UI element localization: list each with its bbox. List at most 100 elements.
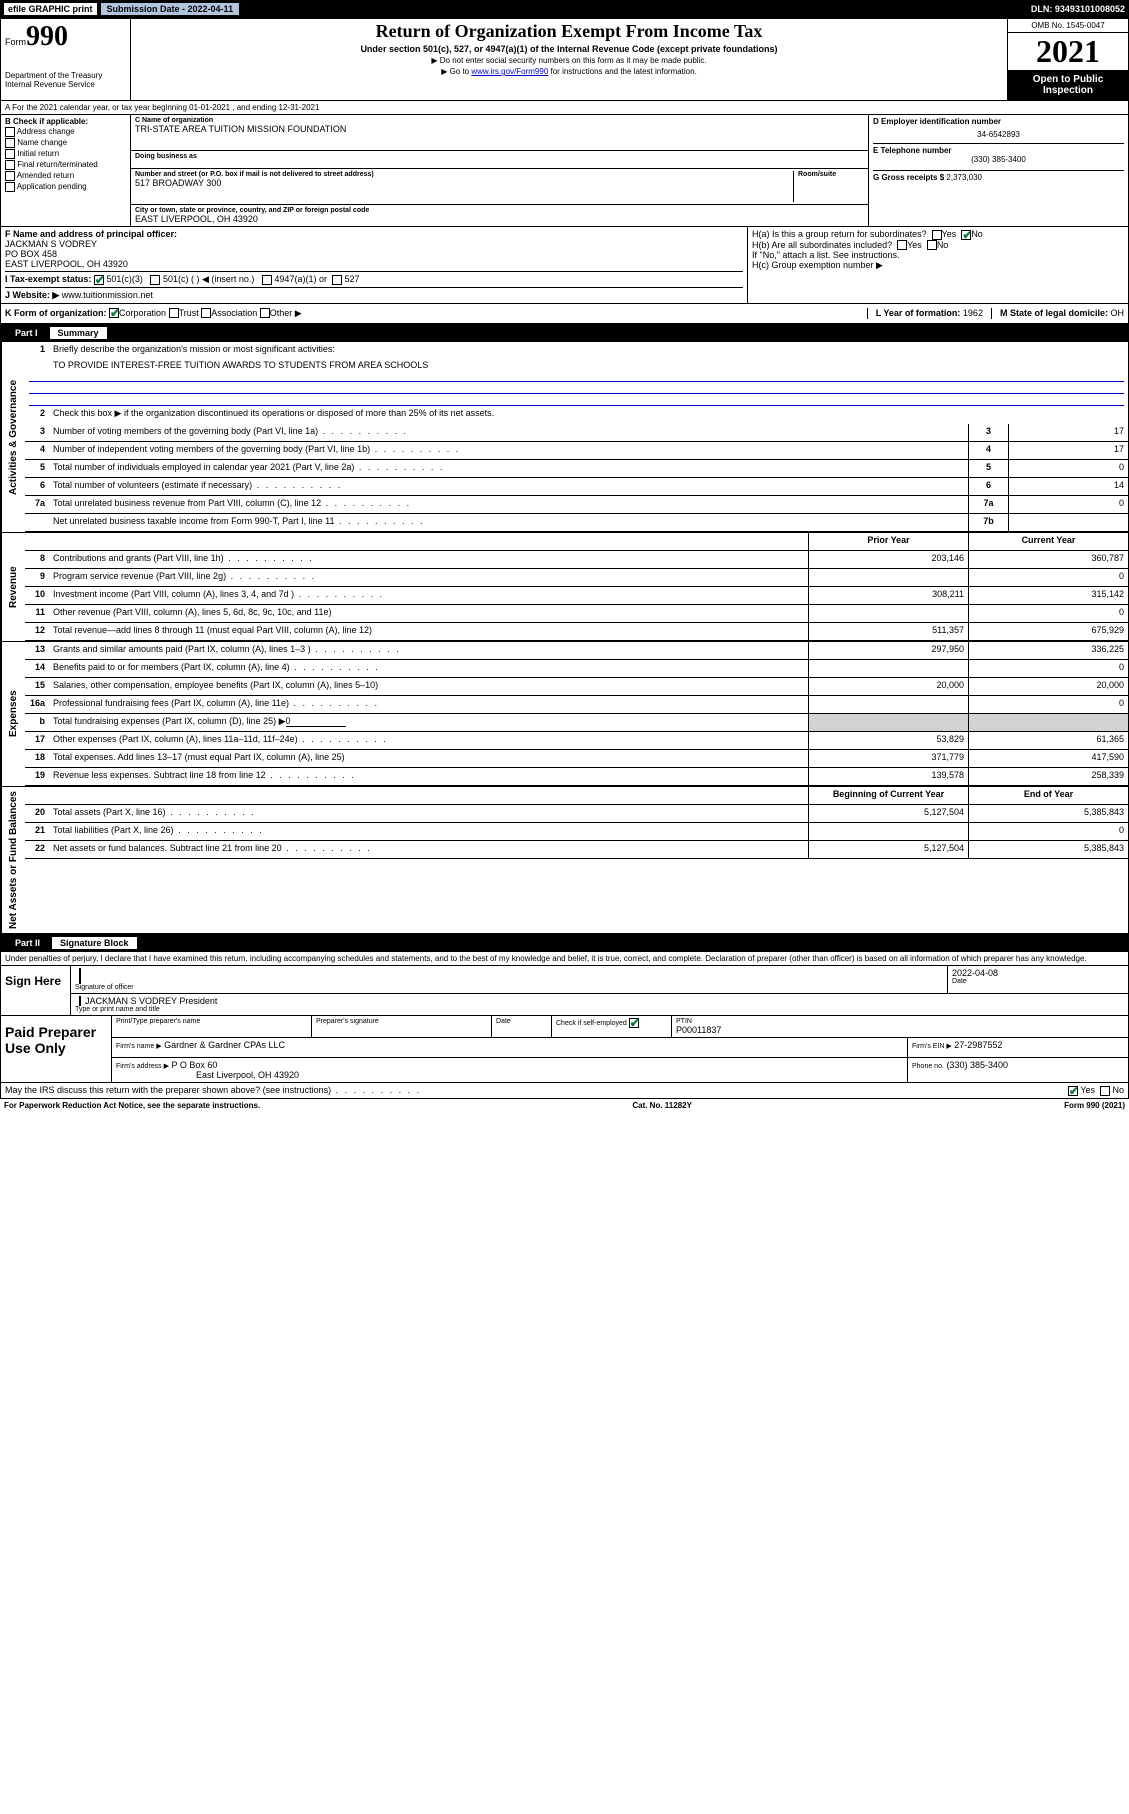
v3: 17 [1008, 424, 1128, 441]
section-fhij: F Name and address of principal officer:… [0, 227, 1129, 304]
footer-right: Form 990 (2021) [1064, 1101, 1125, 1110]
hb-no[interactable] [927, 240, 937, 250]
k-corp[interactable] [109, 308, 119, 318]
form-title: Return of Organization Exempt From Incom… [135, 21, 1003, 42]
open-inspection: Open to Public Inspection [1008, 70, 1128, 100]
l16b-val: 0 [286, 716, 346, 727]
p14 [808, 660, 968, 677]
org-addr: 517 BROADWAY 300 [135, 178, 789, 188]
c19: 258,339 [968, 768, 1128, 785]
year-formation: 1962 [963, 308, 983, 318]
tab-expenses: Expenses [1, 642, 25, 786]
footer-left: For Paperwork Reduction Act Notice, see … [4, 1101, 260, 1110]
ha-yes[interactable] [932, 230, 942, 240]
part1-title: Summary [50, 327, 107, 339]
check-app[interactable] [5, 182, 15, 192]
check-501c3[interactable] [94, 275, 104, 285]
p15: 20,000 [808, 678, 968, 695]
c9: 0 [968, 569, 1128, 586]
footer: For Paperwork Reduction Act Notice, see … [0, 1099, 1129, 1112]
p22: 5,127,504 [808, 841, 968, 858]
check-name[interactable] [5, 138, 15, 148]
type-name-label: Type or print name and title [75, 1006, 1124, 1013]
ptin: P00011837 [676, 1025, 1124, 1035]
officer-addr2: EAST LIVERPOOL, OH 43920 [5, 259, 743, 269]
state-domicile: OH [1111, 308, 1125, 318]
top-bar: efile GRAPHIC print Submission Date - 20… [0, 0, 1129, 18]
irs-link[interactable]: www.irs.gov/Form990 [471, 67, 548, 76]
omb-number: OMB No. 1545-0047 [1008, 19, 1128, 33]
col-c: C Name of organization TRI-STATE AREA TU… [131, 115, 868, 226]
discuss-no[interactable] [1100, 1086, 1110, 1096]
dba-label: Doing business as [135, 153, 864, 160]
ha-no[interactable] [961, 230, 971, 240]
part2-header: Part II Signature Block [0, 934, 1129, 952]
governance-block: Activities & Governance 1Briefly describ… [0, 342, 1129, 533]
efile-label[interactable]: efile GRAPHIC print [4, 3, 97, 15]
i-label: I Tax-exempt status: [5, 274, 91, 284]
l1-text: Briefly describe the organization's miss… [49, 342, 1128, 360]
k-other[interactable] [260, 308, 270, 318]
f-label: F Name and address of principal officer: [5, 229, 743, 239]
discuss-yes[interactable] [1068, 1086, 1078, 1096]
part2-title: Signature Block [52, 937, 137, 949]
sign-here-block: Sign Here Signature of officer 2022-04-0… [0, 965, 1129, 1016]
c22: 5,385,843 [968, 841, 1128, 858]
tab-netassets: Net Assets or Fund Balances [1, 787, 25, 933]
sig-officer-label: Signature of officer [75, 984, 943, 991]
h-note: If "No," attach a list. See instructions… [752, 250, 1124, 260]
j-label: J Website: ▶ [5, 290, 59, 300]
discuss-row: May the IRS discuss this return with the… [0, 1083, 1129, 1099]
revenue-block: Revenue Prior YearCurrent Year 8Contribu… [0, 533, 1129, 642]
v4: 17 [1008, 442, 1128, 459]
check-amend[interactable] [5, 171, 15, 181]
p18: 371,779 [808, 750, 968, 767]
phone: (330) 385-3400 [873, 155, 1124, 164]
check-501c[interactable] [150, 275, 160, 285]
section-klm: K Form of organization: Corporation Trus… [0, 304, 1129, 324]
v7a: 0 [1008, 496, 1128, 513]
c16a: 0 [968, 696, 1128, 713]
c14: 0 [968, 660, 1128, 677]
part1-header: Part I Summary [0, 324, 1129, 342]
c13: 336,225 [968, 642, 1128, 659]
p12: 511,357 [808, 623, 968, 640]
check-4947[interactable] [262, 275, 272, 285]
hb-yes[interactable] [897, 240, 907, 250]
officer-addr1: PO BOX 458 [5, 249, 743, 259]
gross-receipts: 2,373,030 [946, 173, 982, 182]
c15: 20,000 [968, 678, 1128, 695]
c8: 360,787 [968, 551, 1128, 568]
sig-date: 2022-04-08 [952, 968, 1124, 978]
ha-label: H(a) Is this a group return for subordin… [752, 229, 927, 239]
org-name-label: C Name of organization [135, 117, 864, 124]
tab-revenue: Revenue [1, 533, 25, 641]
check-527[interactable] [332, 275, 342, 285]
v6: 14 [1008, 478, 1128, 495]
website[interactable]: www.tuitionmission.net [62, 290, 153, 300]
p9 [808, 569, 968, 586]
p8: 203,146 [808, 551, 968, 568]
check-addr[interactable] [5, 127, 15, 137]
k-assoc[interactable] [201, 308, 211, 318]
hb-label: H(b) Are all subordinates included? [752, 240, 892, 250]
check-final[interactable] [5, 160, 15, 170]
part2-num: Part II [7, 938, 48, 948]
addr-label: Number and street (or P.O. box if mail i… [135, 171, 789, 178]
c18: 417,590 [968, 750, 1128, 767]
form-header: Form990 Department of the Treasury Inter… [0, 18, 1129, 101]
date-label: Date [952, 978, 1124, 985]
col-b: B Check if applicable: Address change Na… [1, 115, 131, 226]
phone-label: E Telephone number [873, 146, 1124, 155]
k-trust[interactable] [169, 308, 179, 318]
netassets-block: Net Assets or Fund Balances Beginning of… [0, 787, 1129, 934]
firm-ein: 27-2987552 [954, 1040, 1002, 1050]
org-name: TRI-STATE AREA TUITION MISSION FOUNDATIO… [135, 124, 864, 134]
section-abcd: B Check if applicable: Address change Na… [0, 115, 1129, 227]
firm-addr2: East Liverpool, OH 43920 [196, 1070, 299, 1080]
paid-preparer-block: Paid Preparer Use Only Print/Type prepar… [0, 1016, 1129, 1083]
goto-pre: ▶ Go to [441, 67, 471, 76]
check-self-employed[interactable] [629, 1018, 639, 1028]
check-init[interactable] [5, 149, 15, 159]
gross-label: G Gross receipts $ [873, 173, 944, 182]
